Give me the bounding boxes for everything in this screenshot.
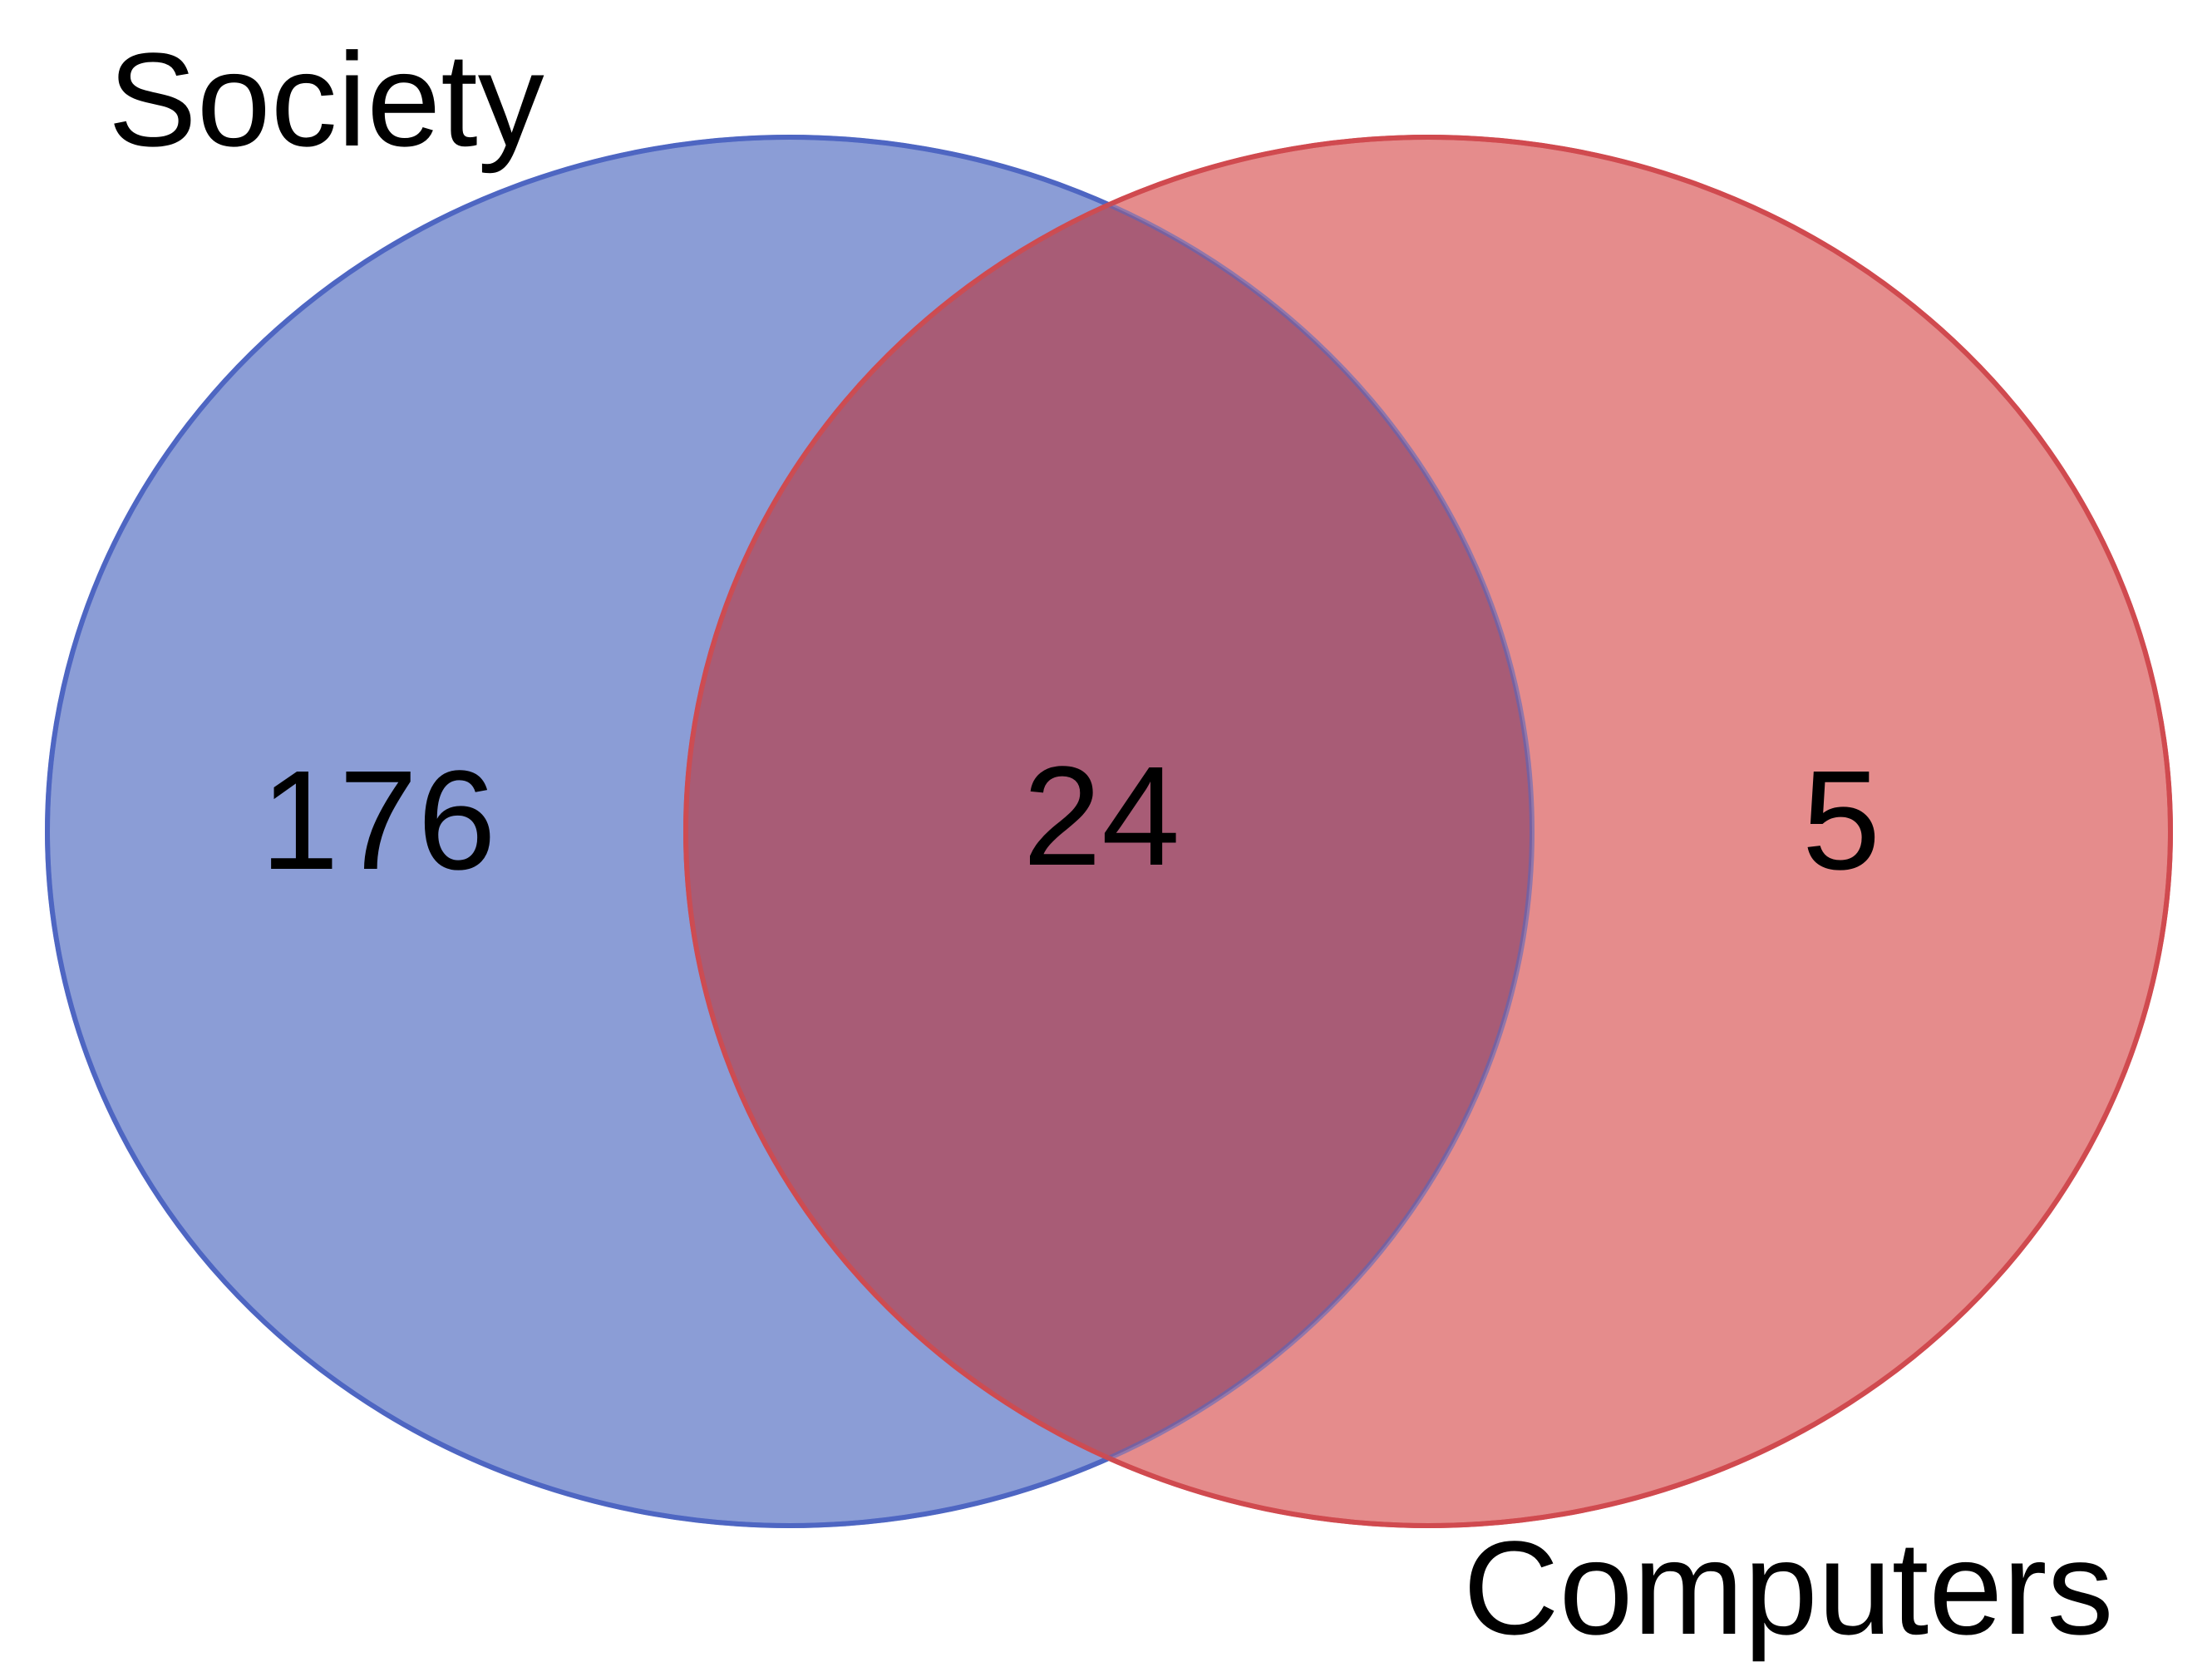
computers-outline [683, 135, 2173, 1528]
society-outline [45, 135, 1535, 1528]
computers-label: Computers [1463, 1513, 2114, 1662]
society-only-count: 176 [260, 742, 496, 900]
computers-only-count: 5 [1802, 742, 1881, 900]
intersection-count: 24 [1022, 737, 1180, 895]
society-label: Society [108, 25, 544, 174]
intersection-region [686, 137, 1532, 1526]
